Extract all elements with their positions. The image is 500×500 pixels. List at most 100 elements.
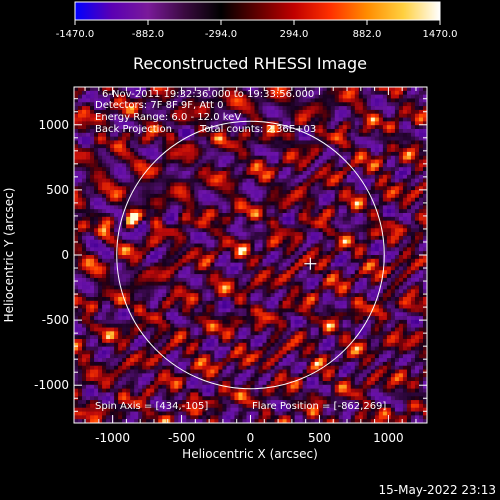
heatmap-cell — [254, 125, 259, 130]
heatmap-cell — [342, 266, 348, 271]
heatmap-cell — [306, 182, 311, 187]
heatmap-cell — [242, 167, 247, 172]
heatmap-cell — [230, 90, 235, 95]
heatmap-cell — [274, 106, 279, 111]
heatmap-cell — [406, 193, 412, 199]
heatmap-cell — [242, 277, 247, 283]
heatmap-cell — [242, 297, 247, 302]
heatmap-cell — [390, 258, 396, 263]
heatmap-cell — [210, 300, 215, 305]
heatmap-cell — [414, 243, 420, 248]
heatmap-cell — [102, 113, 107, 118]
heatmap-cell — [218, 197, 223, 202]
heatmap-cell — [186, 121, 191, 126]
heatmap-cell — [118, 193, 123, 199]
heatmap-cell — [318, 228, 323, 233]
heatmap-cell — [238, 136, 243, 141]
heatmap-cell — [230, 109, 235, 115]
heatmap-cell — [326, 148, 332, 153]
heatmap-cell — [242, 94, 247, 99]
heatmap-cell — [366, 94, 372, 99]
heatmap-cell — [110, 121, 115, 126]
heatmap-cell — [82, 220, 87, 225]
heatmap-cell — [422, 163, 427, 168]
heatmap-cell — [114, 209, 119, 214]
heatmap-cell — [182, 281, 187, 286]
heatmap-cell — [238, 102, 243, 107]
heatmap-cell — [206, 262, 211, 267]
heatmap-cell — [226, 293, 231, 298]
heatmap-cell — [146, 102, 151, 107]
heatmap-cell — [250, 193, 255, 199]
heatmap-cell — [282, 174, 287, 179]
heatmap-cell — [366, 140, 372, 145]
heatmap-cell — [302, 148, 307, 153]
heatmap-cell — [370, 262, 376, 267]
heatmap-cell — [130, 213, 135, 218]
heatmap-cell — [258, 209, 263, 214]
heatmap-cell — [98, 151, 103, 157]
heatmap-cell — [370, 140, 376, 145]
heatmap-cell — [210, 251, 215, 256]
heatmap-cell — [390, 87, 396, 92]
heatmap-cell — [298, 125, 303, 130]
heatmap-cell — [342, 270, 348, 275]
heatmap-cell — [98, 266, 103, 271]
heatmap-cell — [250, 132, 255, 137]
heatmap-cell — [382, 193, 388, 199]
heatmap-cell — [238, 106, 243, 111]
heatmap-cell — [118, 213, 123, 218]
heatmap-cell — [234, 186, 239, 191]
heatmap-cell — [358, 224, 364, 229]
heatmap-cell — [390, 224, 396, 229]
heatmap-cell — [146, 129, 151, 134]
heatmap-cell — [142, 289, 147, 294]
heatmap-cell — [130, 117, 135, 122]
heatmap-cell — [382, 213, 388, 218]
heatmap-cell — [170, 239, 175, 244]
heatmap-cell — [134, 293, 139, 298]
heatmap-cell — [98, 197, 103, 202]
heatmap-cell — [122, 151, 127, 157]
heatmap-cell — [410, 106, 416, 111]
heatmap-cell — [238, 277, 243, 283]
heatmap-cell — [202, 216, 207, 221]
heatmap-cell — [378, 159, 384, 164]
heatmap-cell — [370, 285, 376, 290]
heatmap-cell — [98, 289, 103, 294]
heatmap-cell — [338, 270, 344, 275]
heatmap-cell — [134, 136, 139, 141]
heatmap-cell — [174, 125, 179, 130]
heatmap-cell — [418, 205, 424, 210]
heatmap-cell — [378, 255, 384, 260]
heatmap-cell — [126, 258, 131, 263]
heatmap-cell — [402, 201, 408, 206]
heatmap-cell — [130, 129, 135, 134]
heatmap-cell — [334, 285, 340, 290]
heatmap-cell — [402, 186, 408, 191]
heatmap-cell — [118, 255, 123, 260]
heatmap-cell — [310, 109, 315, 115]
heatmap-cell — [126, 270, 131, 275]
heatmap-cell — [290, 94, 295, 99]
heatmap-cell — [270, 125, 275, 130]
heatmap-cell — [358, 94, 364, 99]
heatmap-cell — [318, 216, 323, 221]
heatmap-cell — [198, 266, 203, 271]
heatmap-cell — [82, 155, 87, 160]
heatmap-cell — [342, 247, 348, 252]
heatmap-cell — [342, 289, 348, 294]
heatmap-cell — [106, 266, 111, 271]
heatmap-cell — [318, 159, 323, 164]
heatmap-cell — [306, 205, 311, 210]
heatmap-cell — [182, 151, 187, 157]
heatmap-cell — [142, 140, 147, 145]
heatmap-cell — [246, 255, 251, 260]
heatmap-cell — [78, 113, 83, 118]
heatmap-cell — [418, 109, 424, 115]
heatmap-cell — [226, 155, 231, 160]
heatmap-cell — [334, 129, 340, 134]
heatmap-cell — [134, 300, 139, 305]
heatmap-cell — [258, 167, 263, 172]
